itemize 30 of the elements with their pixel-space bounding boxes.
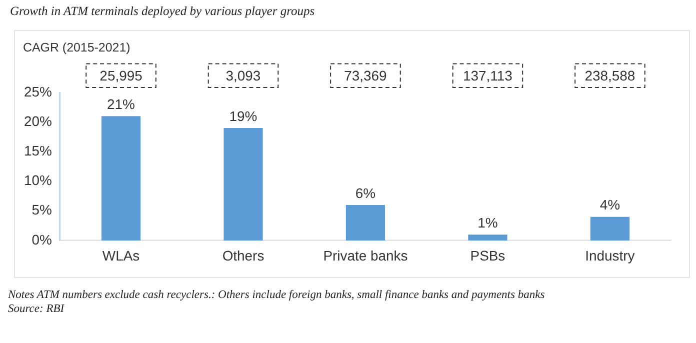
y-tick-label: 5%: [32, 202, 52, 218]
bar: [468, 234, 508, 240]
y-tick-label: 25%: [24, 83, 52, 100]
text: 73,369: [344, 67, 388, 84]
data-label: 6%: [355, 184, 376, 201]
x-tick-label: WLAs: [102, 248, 140, 264]
source-note: Source: RBI: [8, 302, 66, 316]
data-label: 19%: [229, 108, 258, 124]
chart-title: Growth in ATM terminals deployed by various player groups: [9, 3, 316, 20]
text: 25,995: [100, 67, 143, 84]
bar: [101, 116, 141, 240]
text: 3,093: [226, 67, 261, 84]
y-tick-label: 0%: [32, 231, 52, 248]
y-axis-title: CAGR (2015-2021): [22, 40, 130, 54]
text: Notes ATM numbers exclude cash recyclers.: Others include foreign banks, small finance banks and payments banks: [8, 288, 546, 302]
data-label: 1%: [478, 214, 498, 230]
data-label: 21%: [107, 96, 135, 112]
y-tick-label: 20%: [24, 112, 52, 129]
data-label: 4%: [600, 196, 620, 213]
x-tick-label: Private banks: [323, 248, 408, 264]
x-tick-label: PSBs: [470, 248, 506, 264]
x-tick-label: Others: [222, 248, 264, 264]
bar: [224, 128, 263, 240]
text: 238,588: [584, 67, 636, 84]
x-tick-label: Industry: [585, 248, 635, 264]
bar: [346, 204, 386, 240]
text: 137,113: [463, 67, 513, 84]
y-tick-label: 10%: [24, 172, 52, 188]
bar: [590, 216, 630, 240]
y-tick-label: 15%: [24, 142, 52, 159]
